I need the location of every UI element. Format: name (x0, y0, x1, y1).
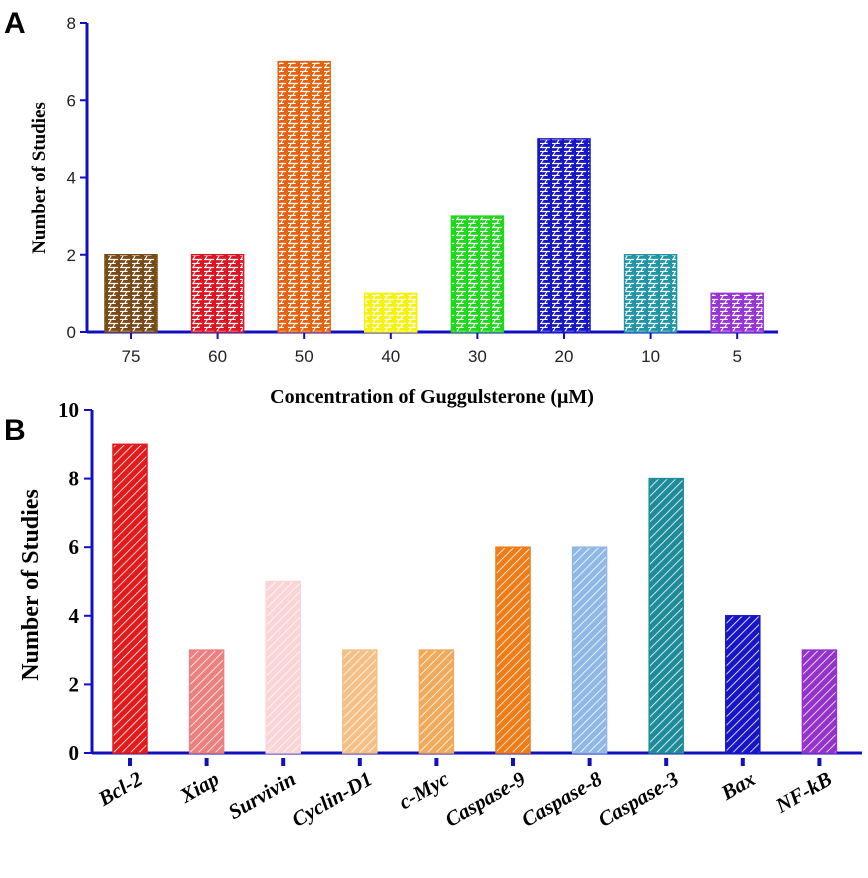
panel-b-bar-caspase-3 (648, 477, 684, 754)
panel-a-ytick-label: 4 (67, 169, 76, 188)
panel-b-ytick-label: 6 (69, 535, 80, 559)
panel-b-category-label: Xiap (175, 767, 223, 809)
panel-a-xtick-label: 5 (732, 347, 741, 366)
panel-b-category-label: c-Myc (394, 766, 453, 814)
panel-a-bar-50 (277, 60, 331, 333)
panel-a-ytick-label: 2 (67, 246, 76, 265)
panel-b-category-label: Caspase-3 (594, 767, 683, 832)
panel-a-bar-75 (104, 254, 158, 333)
panel-b-bar-cyclin-d1 (342, 649, 378, 754)
panel-b-bar-survivin (265, 580, 301, 754)
panel-b-ytick-label: 4 (69, 604, 80, 628)
panel-b-bar-bcl-2 (112, 443, 148, 754)
panel-a-ytick-label: 8 (67, 14, 76, 33)
panel-a-xtick-label: 60 (208, 347, 227, 366)
panel-b-bar-nf-kb (801, 649, 838, 754)
panel-a-bar-10 (623, 254, 678, 333)
panel-b-label: B (4, 414, 26, 447)
panel-b-ytick-label: 8 (69, 467, 80, 491)
panel-b-bar-bax (725, 615, 761, 754)
panel-b-category-label: Bcl-2 (93, 766, 147, 811)
panel-a-label: A (4, 7, 26, 40)
panel-b-bars (112, 443, 838, 754)
panel-a-bar-40 (364, 292, 418, 333)
panel-a-tick-labels: 0 2 4 6 8 75 60 50 40 30 20 10 5 (67, 14, 742, 366)
panel-a-xtick-label: 40 (381, 347, 400, 366)
panel-a-bar-20 (537, 138, 591, 333)
panel-a-xtick-label: 50 (295, 347, 314, 366)
panel-a-xtick-label: 75 (122, 347, 141, 366)
panel-b-category-label: Cyclin-D1 (288, 767, 377, 832)
panel-a-ylabel: Number of Studies (29, 102, 50, 254)
panel-b-bar-xiap (188, 649, 225, 754)
panel-a-bars (104, 60, 764, 333)
panel-a-xtick-label: 10 (641, 347, 660, 366)
panel-a-xlabel: Concentration of Guggulsterone (μM) (270, 386, 594, 408)
panel-b-category-label: Bax (716, 767, 759, 806)
panel-b-ytick-label: 10 (58, 398, 79, 422)
panel-a: A 0 2 4 6 8 75 60 50 40 30 20 10 5 Number of Studies… (4, 7, 778, 408)
panel-b-category-label: Caspase-8 (517, 766, 606, 831)
panel-a-bar-60 (190, 254, 245, 333)
panel-b-bar-caspase-8 (571, 546, 608, 754)
panel-b-category-label: NF-kB (770, 767, 835, 819)
panel-a-ytick-label: 6 (67, 91, 76, 110)
panel-a-xtick-label: 30 (468, 347, 487, 366)
panel-b-bar-caspase-9 (495, 546, 531, 754)
panel-b-ytick-label: 0 (69, 741, 80, 765)
panel-a-ytick-label: 0 (67, 323, 76, 342)
panel-a-bar-5 (710, 292, 764, 333)
panel-b-ylabel: Number of Studies (18, 489, 44, 681)
panel-b-bar-c-myc (418, 649, 455, 754)
panel-a-bar-30 (450, 215, 505, 333)
panel-b-category-label: Caspase-9 (441, 766, 530, 831)
panel-b-category-label: Survivin (224, 767, 300, 825)
panel-b-ytick-label: 2 (69, 672, 80, 696)
panel-a-xtick-label: 20 (555, 347, 574, 366)
